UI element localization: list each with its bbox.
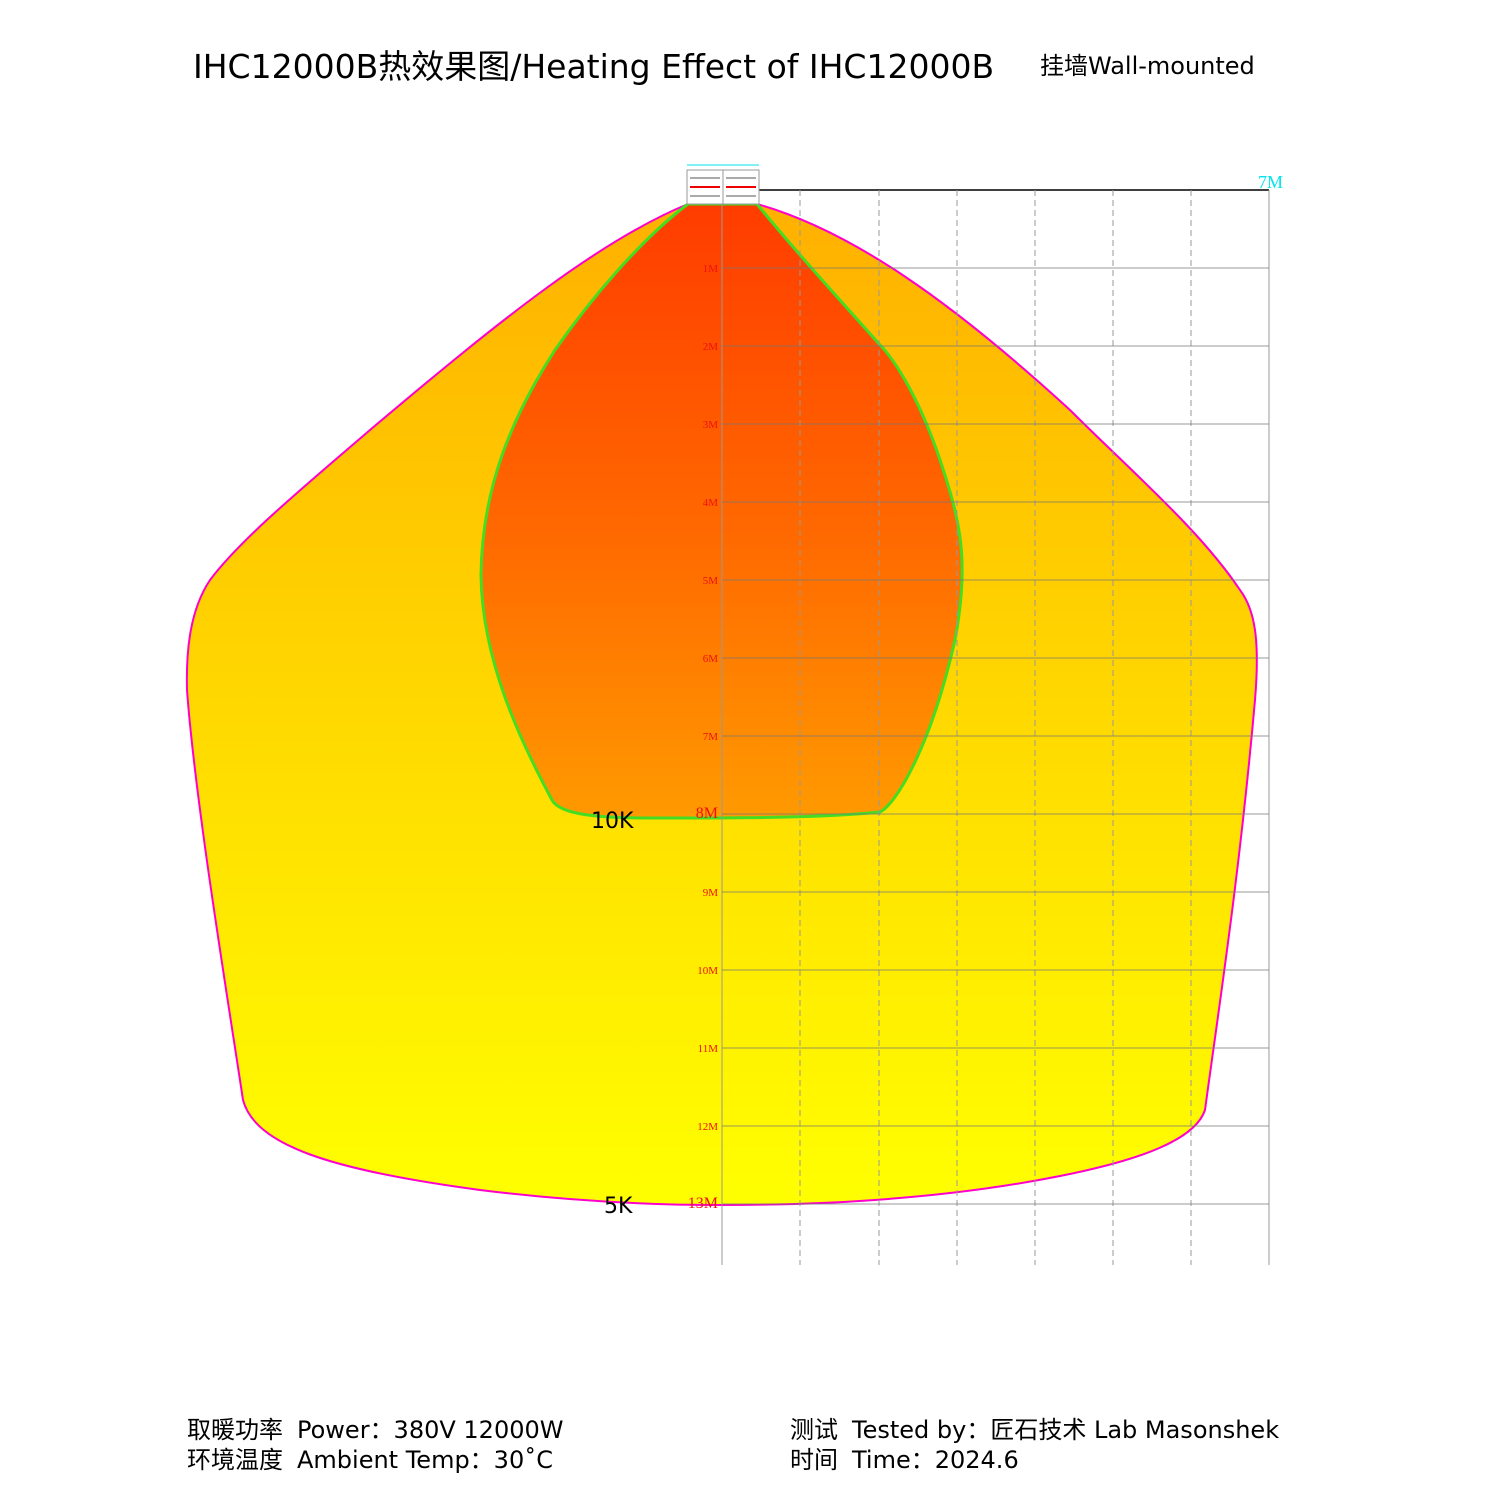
row-label-13m: 13M [688,1195,718,1212]
tested-by-value: Tested by：匠石技术 Lab Masonshek [852,1416,1280,1444]
tested-by-label: 测试 [790,1416,838,1444]
power-value: Power：380V 12000W [297,1416,564,1444]
row-label-10m: 10M [697,965,718,977]
row-label-5m: 5M [703,575,719,587]
measurement-grid [721,189,1270,1265]
row-label-2m: 2M [703,341,719,353]
mount-type-label: 挂墙Wall-mounted [1040,52,1255,80]
row-label-9m: 9M [703,887,719,899]
test-time-value: Time：2024.6 [852,1446,1019,1474]
heater-unit [686,164,760,205]
outer-zone-label: 5K [604,1194,633,1219]
row-label-8m: 8M [696,805,718,822]
power-info: 取暖功率 Power：380V 12000W [187,1410,564,1445]
row-distance-labels: 1M 2M 3M 4M 5M 6M 7M 8M 9M 10M 11M 12M 13M [688,263,718,1212]
top-right-distance-label: 7M [1258,172,1283,192]
inner-zone-label: 10K [591,809,634,834]
test-time-info: 时间 Time：2024.6 [790,1440,1019,1475]
ambient-temp-info: 环境温度 Ambient Temp：30˚C [187,1440,553,1475]
chart-title: IHC12000B热效果图/Heating Effect of IHC12000… [193,47,995,86]
row-label-3m: 3M [703,419,719,431]
row-label-11m: 11M [698,1043,719,1055]
test-time-label: 时间 [790,1446,838,1474]
tested-by-info: 测试 Tested by：匠石技术 Lab Masonshek [790,1410,1279,1445]
row-label-12m: 12M [697,1121,718,1133]
row-label-6m: 6M [703,653,719,665]
row-label-7m: 7M [703,731,719,743]
row-label-4m: 4M [703,497,719,509]
power-label: 取暖功率 [187,1416,283,1444]
ambient-temp-label: 环境温度 [187,1446,283,1474]
ambient-temp-value: Ambient Temp：30˚C [297,1446,553,1474]
row-label-1m: 1M [703,263,719,275]
